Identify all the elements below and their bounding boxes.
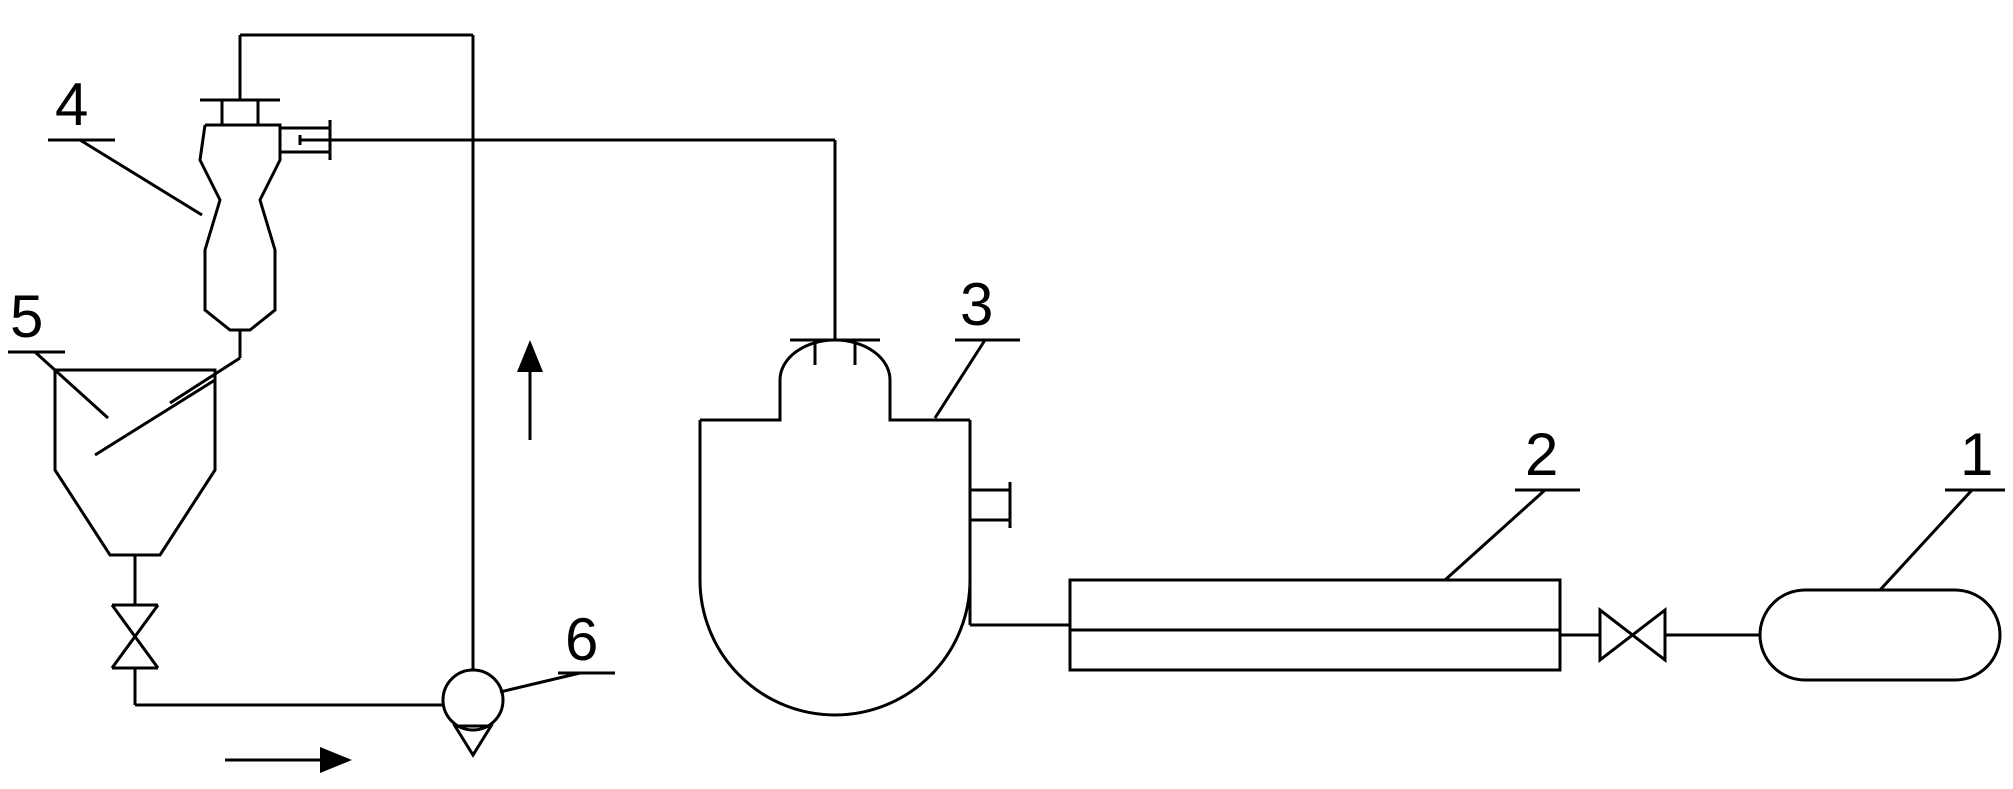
reactor-node bbox=[700, 340, 1010, 715]
heater-node bbox=[1070, 580, 1560, 670]
leader-lines bbox=[8, 140, 2005, 692]
pipe-pump-ejector bbox=[240, 35, 473, 670]
pipe bbox=[135, 668, 443, 705]
process-diagram bbox=[0, 0, 2013, 789]
pump-node bbox=[443, 670, 503, 755]
pipe bbox=[170, 358, 240, 403]
label-6: 6 bbox=[565, 605, 598, 674]
tank-node bbox=[1760, 590, 2000, 680]
flow-arrow-right bbox=[225, 747, 352, 773]
label-1: 1 bbox=[1960, 420, 1993, 489]
valve-1 bbox=[1600, 610, 1665, 660]
label-5: 5 bbox=[10, 282, 43, 351]
label-3: 3 bbox=[960, 270, 993, 339]
label-4: 4 bbox=[55, 70, 88, 139]
flow-arrow-up bbox=[517, 340, 543, 440]
separator-node bbox=[55, 370, 215, 555]
ejector-node bbox=[200, 100, 330, 330]
valve-2 bbox=[112, 605, 158, 668]
label-2: 2 bbox=[1525, 420, 1558, 489]
pipe-reactor-ejector bbox=[300, 135, 835, 340]
